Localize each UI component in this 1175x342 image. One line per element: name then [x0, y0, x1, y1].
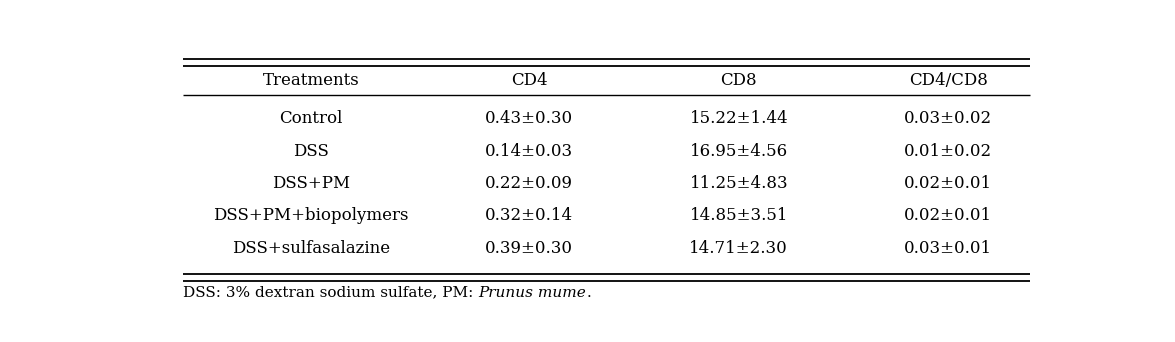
- Text: 0.32±0.14: 0.32±0.14: [485, 207, 573, 224]
- Text: 16.95±4.56: 16.95±4.56: [690, 143, 788, 160]
- Text: Control: Control: [280, 110, 342, 127]
- Text: 0.22±0.09: 0.22±0.09: [485, 175, 573, 192]
- Text: 0.14±0.03: 0.14±0.03: [485, 143, 573, 160]
- Text: CD8: CD8: [720, 71, 757, 89]
- Text: DSS: 3% dextran sodium sulfate, PM:: DSS: 3% dextran sodium sulfate, PM:: [183, 286, 478, 300]
- Text: 0.03±0.01: 0.03±0.01: [905, 240, 992, 257]
- Text: Prunus mume: Prunus mume: [478, 286, 586, 300]
- Text: CD4/CD8: CD4/CD8: [908, 71, 988, 89]
- Text: CD4: CD4: [511, 71, 548, 89]
- Text: 0.02±0.01: 0.02±0.01: [905, 175, 992, 192]
- Text: 0.02±0.01: 0.02±0.01: [905, 207, 992, 224]
- Text: 11.25±4.83: 11.25±4.83: [690, 175, 788, 192]
- Text: 0.39±0.30: 0.39±0.30: [485, 240, 573, 257]
- Text: .: .: [586, 286, 591, 300]
- Text: DSS+PM+biopolymers: DSS+PM+biopolymers: [213, 207, 409, 224]
- Text: DSS: DSS: [293, 143, 329, 160]
- Text: 0.43±0.30: 0.43±0.30: [485, 110, 573, 127]
- Text: Treatments: Treatments: [262, 71, 360, 89]
- Text: DSS+PM: DSS+PM: [271, 175, 350, 192]
- Text: DSS+sulfasalazine: DSS+sulfasalazine: [231, 240, 390, 257]
- Text: 15.22±1.44: 15.22±1.44: [690, 110, 788, 127]
- Text: 14.71±2.30: 14.71±2.30: [690, 240, 788, 257]
- Text: 0.01±0.02: 0.01±0.02: [905, 143, 992, 160]
- Text: 0.03±0.02: 0.03±0.02: [905, 110, 992, 127]
- Text: 14.85±3.51: 14.85±3.51: [690, 207, 788, 224]
